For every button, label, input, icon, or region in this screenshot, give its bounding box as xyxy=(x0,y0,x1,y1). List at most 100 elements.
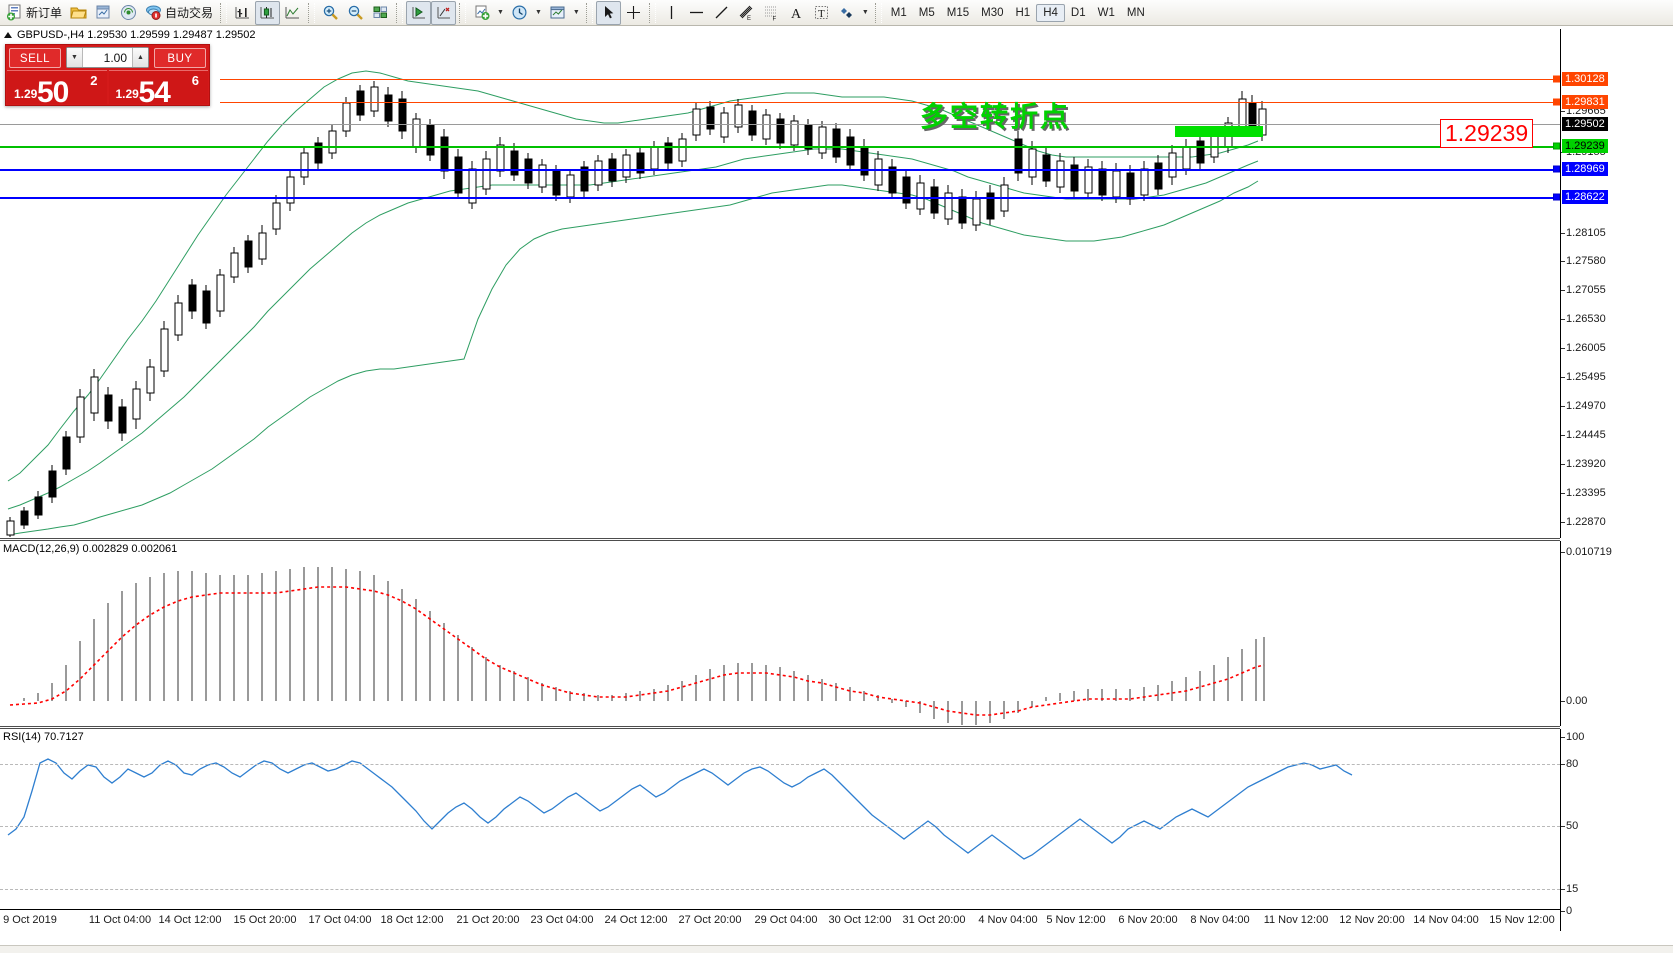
tile-windows-button[interactable] xyxy=(368,1,393,25)
chevron-up-icon[interactable]: ▲ xyxy=(132,48,148,67)
support-line-1-handle[interactable] xyxy=(1553,165,1560,173)
resistance-line-2-handle[interactable] xyxy=(1553,98,1560,106)
sell-price-main: 50 xyxy=(37,76,69,104)
new-order-button[interactable]: 新订单 xyxy=(2,1,66,25)
timeframe-d1[interactable]: D1 xyxy=(1070,6,1086,19)
support-line-2-handle[interactable] xyxy=(1553,193,1560,201)
pivot-line[interactable] xyxy=(0,146,1560,148)
x-tick: 6 Nov 20:00 xyxy=(1118,914,1178,926)
folder-open-icon xyxy=(70,4,87,21)
line-chart-icon xyxy=(284,4,301,21)
resistance-line-2[interactable] xyxy=(220,102,1560,103)
rsi-indicator-label[interactable]: RSI(14) 70.7127 xyxy=(3,731,84,743)
buy-price-prefix: 1.29 xyxy=(115,87,139,101)
horizontal-line-icon xyxy=(688,4,705,21)
price-label-resistance-1: 1.30128 xyxy=(1562,72,1608,86)
timeframe-h4[interactable]: H4 xyxy=(1036,3,1065,22)
svg-text:F: F xyxy=(772,17,776,22)
pivot-zone-highlight xyxy=(1175,126,1263,137)
horizontal-line-button[interactable] xyxy=(684,1,709,25)
macd-pane[interactable]: MACD(12,26,9) 0.002829 0.002061 xyxy=(0,541,1673,747)
trendline-button[interactable] xyxy=(709,1,734,25)
zoom-in-button[interactable] xyxy=(318,1,343,25)
shift-end-button[interactable] xyxy=(406,0,432,25)
shapes-button[interactable] xyxy=(834,1,859,25)
text-box-button[interactable]: T xyxy=(809,1,834,25)
equidistant-channel-button[interactable]: E xyxy=(734,1,759,25)
add-indicator-dropdown[interactable]: ▼ xyxy=(497,9,504,16)
rsi-y-tick: 80 xyxy=(1560,758,1579,770)
timeframe-m1[interactable]: M1 xyxy=(890,6,907,19)
timeframe-m30[interactable]: M30 xyxy=(981,6,1004,19)
cursor-button[interactable] xyxy=(595,0,621,25)
svg-text:E: E xyxy=(747,16,751,21)
pivot-line-handle[interactable] xyxy=(1553,142,1560,150)
tile-windows-icon xyxy=(372,4,389,21)
sell-button[interactable]: SELL xyxy=(9,47,61,68)
add-indicator-button[interactable] xyxy=(469,1,494,25)
one-click-controls-row: SELL ▼ 1.00 ▲ BUY xyxy=(6,45,209,70)
x-tick: 15 Oct 20:00 xyxy=(233,914,297,926)
chart-expand-icon[interactable] xyxy=(4,32,12,38)
templates-icon xyxy=(549,4,566,21)
sell-price-display[interactable]: 1.29 50 2 xyxy=(7,70,107,104)
zoom-out-button[interactable] xyxy=(343,1,368,25)
chart-container[interactable]: 多空转折点 1.29239 1.29665 1.29155 1.28105 1.… xyxy=(0,29,1673,953)
time-axis[interactable]: 9 Oct 2019 11 Oct 04:00 14 Oct 12:00 15 … xyxy=(0,909,1560,931)
one-click-trading-panel[interactable]: SELL ▼ 1.00 ▲ BUY 1.29 50 2 1.29 54 6 xyxy=(5,44,210,106)
rsi-pane[interactable]: RSI(14) 70.7127 100 80 50 15 0 9 Oct 201… xyxy=(0,729,1673,931)
signals-button[interactable] xyxy=(116,1,141,25)
templates-dropdown[interactable]: ▼ xyxy=(572,9,580,16)
chart-annotation-text[interactable]: 多空转折点 xyxy=(920,100,1071,133)
x-tick: 27 Oct 20:00 xyxy=(678,914,742,926)
price-y-axis[interactable]: 1.29665 1.29155 1.28105 1.27580 1.27055 … xyxy=(1560,29,1673,538)
timeframe-m5[interactable]: M5 xyxy=(918,6,935,19)
volume-value[interactable]: 1.00 xyxy=(103,50,127,65)
macd-y-axis[interactable]: 0.010719 0.00 -0.00348 xyxy=(1560,541,1673,747)
timeframe-mn[interactable]: MN xyxy=(1126,6,1145,19)
fibonacci-button[interactable]: F xyxy=(759,1,784,25)
folder-open-button[interactable] xyxy=(66,1,91,25)
macd-y-tick: 0.00 xyxy=(1560,695,1588,707)
text-label-button[interactable]: A xyxy=(784,1,809,25)
auto-trading-button[interactable]: 自动交易 xyxy=(141,1,217,25)
vertical-line-button[interactable] xyxy=(659,1,684,25)
volume-stepper[interactable]: ▼ 1.00 ▲ xyxy=(66,47,149,68)
crosshair-button[interactable] xyxy=(621,1,646,25)
text-label-icon: A xyxy=(788,4,805,21)
buy-price-display[interactable]: 1.29 54 6 xyxy=(108,70,208,104)
chevron-down-icon[interactable]: ▼ xyxy=(67,48,83,67)
price-pane[interactable]: 多空转折点 1.29239 1.29665 1.29155 1.28105 1.… xyxy=(0,29,1673,538)
resistance-line-1[interactable] xyxy=(220,79,1560,80)
bar-chart-button[interactable] xyxy=(230,1,255,25)
price-tag-label[interactable]: 1.29239 xyxy=(1440,119,1534,148)
resistance-line-1-handle[interactable] xyxy=(1553,75,1560,83)
y-tick: 1.24970 xyxy=(1561,400,1606,412)
timeframe-h1[interactable]: H1 xyxy=(1015,6,1031,19)
templates-button[interactable] xyxy=(545,1,570,25)
shapes-dropdown[interactable]: ▼ xyxy=(861,9,869,16)
auto-scroll-button[interactable] xyxy=(431,0,457,25)
rsi-y-tick: 100 xyxy=(1560,731,1585,743)
pane-divider-rsi[interactable] xyxy=(0,726,1560,729)
toolbar-separator xyxy=(585,2,593,23)
period-dropdown[interactable]: ▼ xyxy=(534,9,542,16)
candlestick-chart-button[interactable] xyxy=(255,0,281,25)
pane-divider-macd[interactable] xyxy=(0,538,1560,541)
period-button[interactable] xyxy=(507,1,532,25)
macd-indicator-label[interactable]: MACD(12,26,9) 0.002829 0.002061 xyxy=(3,543,178,555)
line-chart-button[interactable] xyxy=(280,1,305,25)
rsi-y-axis[interactable]: 100 80 50 15 0 xyxy=(1560,729,1673,931)
buy-button[interactable]: BUY xyxy=(154,47,206,68)
toolbar-separator xyxy=(459,2,467,23)
support-line-1[interactable] xyxy=(0,169,1560,171)
x-tick: 11 Nov 12:00 xyxy=(1263,914,1329,926)
support-line-2[interactable] xyxy=(0,197,1560,199)
timeframe-m15[interactable]: M15 xyxy=(946,6,970,19)
fibonacci-icon: F xyxy=(763,4,780,21)
x-tick: 5 Nov 12:00 xyxy=(1046,914,1106,926)
timeframe-w1[interactable]: W1 xyxy=(1097,6,1115,19)
y-tick: 1.24445 xyxy=(1561,429,1606,441)
x-tick: 15 Nov 12:00 xyxy=(1489,914,1555,926)
data-window-button[interactable] xyxy=(91,1,116,25)
